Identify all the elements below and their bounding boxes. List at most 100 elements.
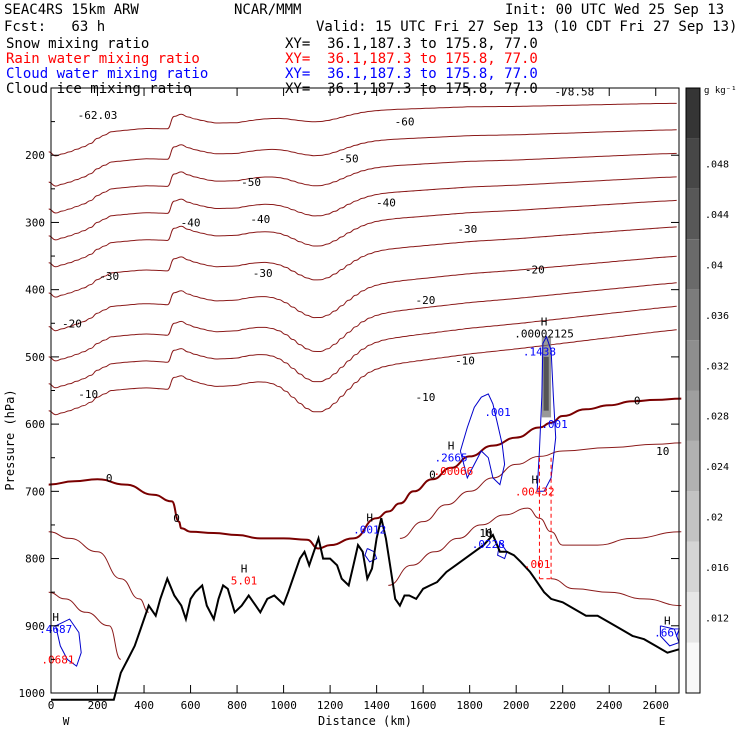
y-tick-label: 200 [25,149,45,162]
temperature-contour-label: -40 [181,216,201,229]
colorbar-segment [686,289,700,341]
hydrometeor-contours [55,335,680,667]
temperature-isoline-low [48,531,149,613]
field-xy-cloud-water: XY= 36.1,187.3 to 175.8, 77.0 [285,66,538,82]
west-label: W [63,715,70,728]
freezing-level-contour [48,397,682,550]
extremum-value-label: .0681 [41,653,74,666]
extremum-marker: H [664,615,671,628]
colorbar-segment [686,239,700,290]
colorbar: .012 .016 .02 .024 .028 .032 .036 .04 .044 .048 [685,87,729,694]
extremum-value-label: .667 [654,627,681,640]
extremum-marker: H [448,440,455,453]
ice-column-core [543,356,549,411]
temperature-contour-label: -50 [241,176,261,189]
temperature-contour-label: -20 [416,294,436,307]
y-tick-label: 700 [25,485,45,498]
x-tick-label: 1800 [456,699,483,712]
plot-frame [50,87,680,694]
x-tick-label: 600 [181,699,201,712]
y-tick-label: 1000 [19,687,46,700]
extremum-value-label: .00432 [515,485,555,498]
extremum-value-label: .001 [524,558,551,571]
field-label-snow: Snow mixing ratio [6,36,150,52]
extremum-marker: H [485,526,492,539]
temperature-contour-label: -78.58 [554,85,594,98]
colorbar-segment [686,88,700,139]
colorbar-segment [686,340,700,391]
extremum-value-label: .1438 [523,346,556,359]
extremum-marker: H [541,315,548,328]
colorbar-tick-label: .048 [705,160,729,171]
cloud-water-contour [497,541,508,560]
temperature-contour-label: 0 [429,469,436,482]
x-axis-title: Distance (km) [318,714,412,728]
cloud-water-contour [55,618,82,667]
cloud-water-contour [659,625,680,647]
y-tick-label: 500 [25,351,45,364]
y-tick-label: 800 [25,553,45,566]
temperature-contour-label: -40 [376,196,396,209]
temperature-contour-label: 0 [106,472,113,485]
temperature-contour-label: 10 [656,445,669,458]
x-tick-label: 400 [134,699,154,712]
freezing-level-line [48,397,682,550]
y-tick-label: 600 [25,418,45,431]
field-xy-snow: XY= 36.1,187.3 to 175.8, 77.0 [285,36,538,52]
x-tick-label: 1200 [317,699,344,712]
extremum-marker: H [241,563,248,576]
extremum-value-label: 5.01 [231,575,258,588]
temperature-isoline [48,305,677,389]
extremum-marker: H [531,473,538,486]
field-xy-cloud-ice: XY= 36.1,187.3 to 175.8, 77.0 [285,81,538,97]
contour-labels: -62.03 -78.58 -60 -50 -50 -40 -40 -40 -30 -30 -30 -… [39,85,681,666]
terrain-profile [51,517,680,701]
colorbar-tick-label: .04 [705,260,723,271]
terrain-line [51,517,680,701]
cloud-water-contour [459,393,506,486]
colorbar-tick-label: .02 [705,513,723,524]
center-title: NCAR/MMM [234,2,302,18]
temperature-isoline-low [399,442,682,539]
x-tick-label: 2200 [549,699,576,712]
colorbar-segment [686,440,700,492]
x-tick-label: 800 [227,699,247,712]
colorbar-segment [686,188,700,240]
extremum-value-label: .001 [541,418,568,431]
temperature-contour-label: -62.03 [78,109,118,122]
extremum-value-label: .0228 [472,538,505,551]
temperature-contour-label: -30 [99,270,119,283]
temperature-isoline [48,199,677,268]
colorbar-segment [686,642,700,693]
colorbar-segment [686,491,700,542]
temperature-contour-label: -40 [250,213,270,226]
temperature-isoline [48,329,677,416]
temperature-isoline [48,282,677,362]
colorbar-segment [686,390,700,441]
extremum-marker: H [366,512,373,525]
temperature-isoline [48,255,677,332]
model-title: SEAC4RS 15km ARW [4,2,139,18]
extremum-value-label: .2665 [434,452,467,465]
x-tick-label: 1600 [410,699,437,712]
temperature-contour-label: -20 [525,264,545,277]
x-tick-label: 200 [88,699,108,712]
temperature-isoline [48,102,677,157]
temperature-contour-label: -10 [455,354,475,367]
extremum-value-label: .4687 [39,623,72,636]
init-time: Init: 00 UTC Wed 25 Sep 13 [505,2,725,18]
temperature-contour-label: 10 [479,527,492,540]
colorbar-tick-label: .028 [705,412,729,423]
temperature-contour-label: -10 [78,388,98,401]
temperature-isoline-low [48,591,122,660]
temperature-isoline [48,176,677,241]
cloud-water-contour [536,335,557,492]
field-label-cloud-water: Cloud water mixing ratio [6,66,209,82]
temperature-contour-label: -30 [457,223,477,236]
colorbar-segment [686,541,700,593]
east-label: E [659,715,666,728]
y-tick-label: 400 [25,284,45,297]
extremum-value-label: .00066 [434,465,474,478]
